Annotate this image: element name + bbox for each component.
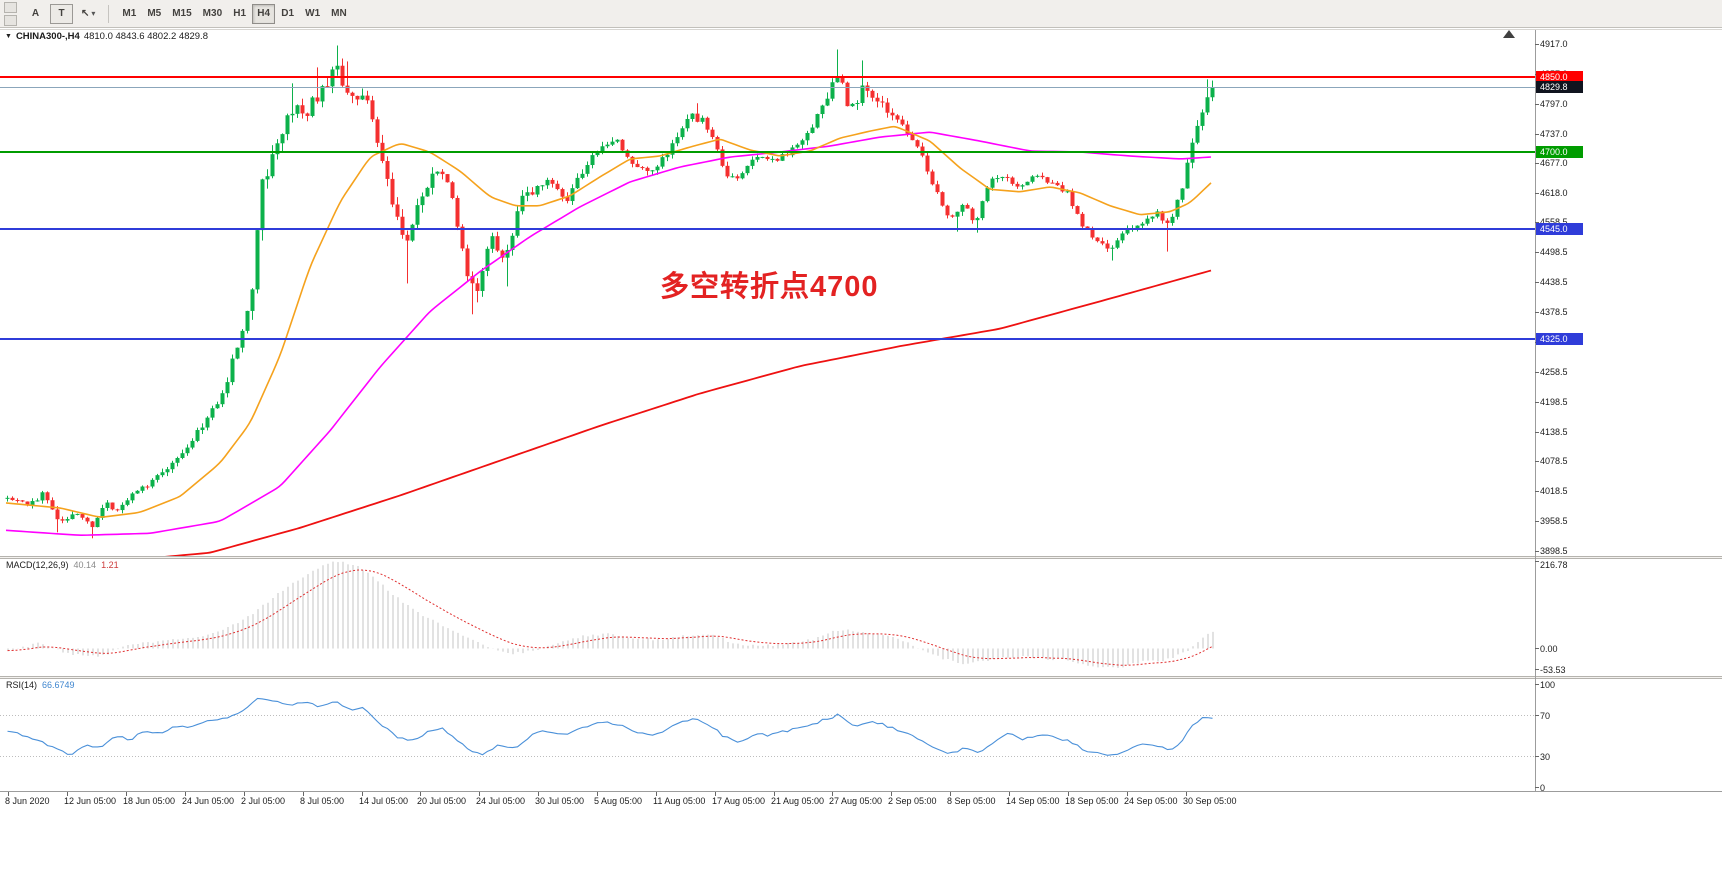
timeframe-button-d1[interactable]: D1	[276, 4, 299, 24]
toolbar: A T ↖ ▾ M1 M5 M15 M30 H1 H4 D1 W1 MN	[0, 0, 1722, 28]
arrow-tool-icon: ↖	[81, 8, 90, 19]
toolbar-mini-icon-bottom[interactable]	[4, 14, 17, 26]
macd-main-value: 40.14	[73, 560, 97, 570]
timeframe-button-mn[interactable]: MN	[326, 4, 352, 24]
chart-title: ▼ CHINA300-,H4 4810.0 4843.6 4802.2 4829…	[5, 31, 208, 42]
rsi-indicator-label: RSI(14) 66.6749	[6, 680, 75, 690]
timeframe-button-h1[interactable]: H1	[228, 4, 251, 24]
toolbar-mini-icon-top[interactable]	[4, 1, 17, 13]
chart-annotation-text: 多空转折点4700	[660, 271, 879, 303]
chart-ohlc-values: 4810.0 4843.6 4802.2 4829.8	[83, 31, 208, 42]
timeframe-button-h4[interactable]: H4	[252, 3, 276, 24]
chart-symbol-label: CHINA300-,H4	[15, 31, 80, 42]
arrow-tool-button[interactable]: ↖ ▾	[76, 4, 100, 24]
timeframe-button-w1[interactable]: W1	[300, 4, 325, 24]
timeframe-group: M1 M5 M15 M30 H1 H4 D1 W1 MN	[117, 3, 352, 24]
timeframe-button-m15[interactable]: M15	[167, 4, 196, 24]
label-tool-button[interactable]: T	[50, 3, 73, 24]
timeframe-button-m1[interactable]: M1	[117, 4, 141, 24]
timeframe-button-m5[interactable]: M5	[142, 4, 166, 24]
toolbar-grip[interactable]	[4, 1, 17, 26]
toolbar-separator	[108, 4, 110, 23]
chevron-down-icon: ▾	[91, 9, 96, 18]
macd-signal-value: 1.21	[101, 560, 119, 570]
chart-shift-marker[interactable]	[1503, 30, 1515, 38]
symbol-dropdown-icon[interactable]: ▼	[5, 33, 12, 40]
macd-indicator-label: MACD(12,26,9) 40.14 1.21	[6, 560, 119, 570]
rsi-name: RSI(14)	[6, 680, 38, 690]
macd-name: MACD(12,26,9)	[6, 560, 69, 570]
timeframe-button-m30[interactable]: M30	[198, 4, 227, 24]
rsi-value: 66.6749	[42, 680, 75, 690]
text-tool-button[interactable]: A	[24, 4, 47, 24]
